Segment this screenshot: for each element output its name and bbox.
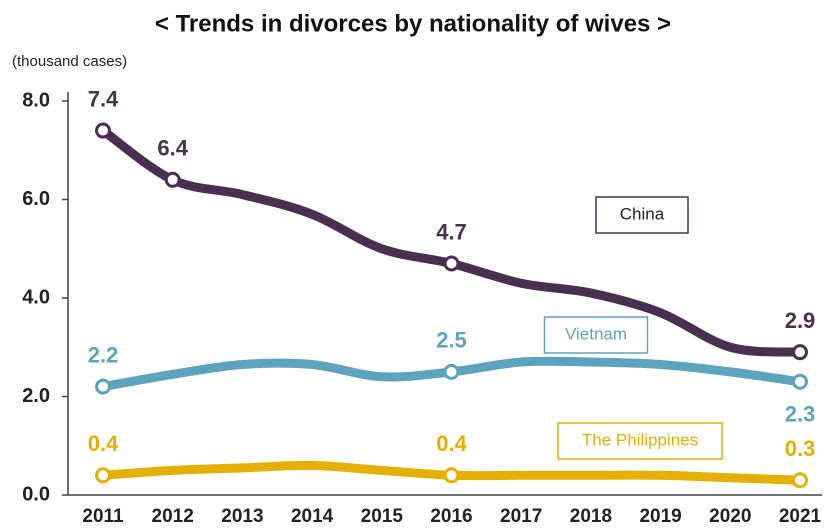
legend-box [543, 316, 649, 354]
x-tick-label: 2021 [779, 506, 822, 527]
y-tick-label: 4.0 [22, 286, 50, 308]
data-label: 4.7 [436, 219, 467, 244]
data-label: 2.2 [88, 342, 119, 367]
data-label: 0.4 [436, 431, 467, 456]
legend-box [557, 422, 723, 460]
x-tick-label: 2019 [639, 506, 681, 527]
point-marker [95, 467, 111, 484]
data-label: 6.4 [157, 136, 188, 161]
point-marker [95, 122, 111, 139]
data-label: 2.3 [785, 402, 816, 427]
legend-box [595, 196, 689, 234]
y-axis-label: (thousand cases) [12, 53, 127, 70]
legend-label: China [620, 204, 665, 223]
data-label: 2.5 [436, 328, 467, 353]
chart-title: < Trends in divorces by nationality of w… [155, 10, 671, 37]
x-tick-label: 2011 [82, 506, 124, 527]
x-tick-label: 2012 [152, 506, 194, 527]
point-marker [792, 373, 808, 390]
data-label: 0.4 [88, 431, 119, 456]
point-marker [792, 344, 808, 361]
x-tick-label: 2020 [709, 506, 751, 527]
data-label: 2.9 [785, 308, 816, 333]
point-marker [95, 378, 111, 395]
x-tick-label: 2015 [361, 506, 404, 527]
point-marker [164, 171, 181, 188]
y-tick-label: 0.0 [22, 483, 50, 505]
y-tick-label: 2.0 [22, 385, 50, 407]
x-tick-label: 2014 [291, 506, 334, 527]
point-marker [443, 255, 460, 272]
y-tick-label: 8.0 [22, 89, 50, 111]
legend-label: The Philippines [582, 430, 698, 449]
x-tick-label: 2016 [430, 506, 472, 527]
point-marker [443, 363, 460, 380]
x-tick-label: 2013 [221, 506, 263, 527]
data-label: 7.4 [88, 86, 119, 111]
point-marker [443, 467, 460, 484]
point-marker [792, 472, 808, 489]
y-tick-label: 6.0 [22, 188, 50, 210]
legend-label: Vietnam [565, 324, 627, 343]
x-tick-label: 2017 [500, 506, 542, 527]
data-label: 0.3 [785, 436, 816, 461]
x-tick-label: 2018 [570, 506, 612, 527]
